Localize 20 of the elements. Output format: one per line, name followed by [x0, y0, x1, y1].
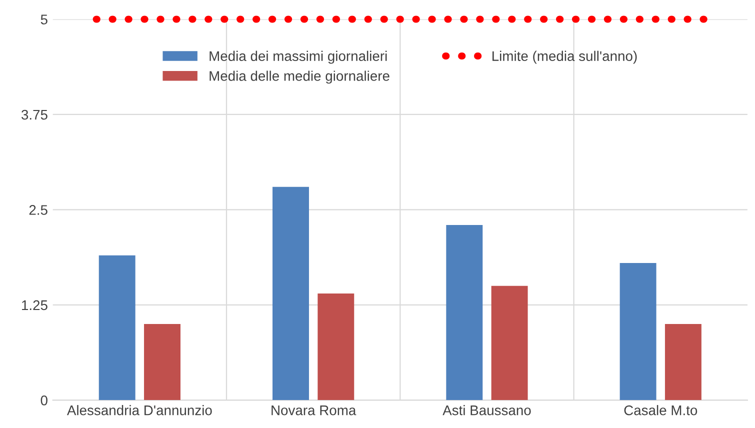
- x-tick-label: Novara Roma: [272, 406, 356, 416]
- bar: [272, 186, 309, 400]
- bar: [620, 263, 656, 400]
- bar: [446, 224, 483, 400]
- bar: [664, 324, 702, 400]
- bar: [98, 255, 136, 400]
- x-tick-label: Casale M.to: [624, 405, 698, 416]
- y-tick-label: 2.5: [29, 205, 48, 215]
- legend-label: Media delle medie giornaliere: [210, 70, 390, 84]
- y-tick-label: 5: [40, 14, 48, 24]
- bar: [318, 294, 354, 400]
- y-tick-label: 0: [40, 396, 48, 406]
- bar: [491, 286, 528, 400]
- x-tick-label: Alessandria D'annunzio: [66, 405, 212, 416]
- legend-label: Media dei massimi giornalieri: [210, 50, 387, 64]
- y-tick-label: 1.25: [22, 300, 48, 310]
- x-tick-label: Asti Baussano: [442, 405, 531, 416]
- bar: [144, 324, 180, 400]
- y-tick-label: 3.75: [21, 110, 48, 120]
- legend-label: Limite (media sull'anno): [492, 50, 637, 64]
